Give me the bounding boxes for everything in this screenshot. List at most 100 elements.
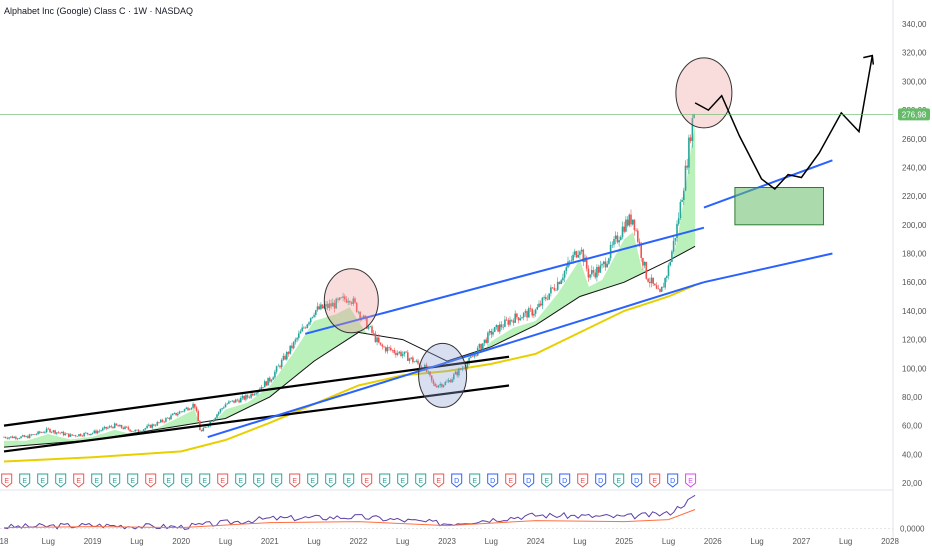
- earnings-marker[interactable]: [559, 473, 571, 488]
- earnings-marker[interactable]: [127, 473, 139, 488]
- earnings-marker[interactable]: [73, 473, 85, 488]
- candle-body: [188, 409, 191, 411]
- earnings-marker[interactable]: [37, 473, 49, 488]
- earnings-marker[interactable]: [379, 473, 391, 488]
- candle-body: [625, 219, 627, 232]
- target-zone[interactable]: [734, 187, 825, 226]
- earnings-marker[interactable]: [541, 473, 553, 488]
- wedge-upper-line[interactable]: [3, 355, 510, 427]
- earnings-marker[interactable]: [415, 473, 427, 488]
- candle-body: [168, 417, 171, 420]
- earnings-marker[interactable]: [1, 473, 13, 488]
- earnings-marker[interactable]: [91, 473, 103, 488]
- x-tick-label: Lug: [130, 537, 143, 546]
- candle-body: [655, 285, 658, 289]
- candle-body: [529, 308, 532, 309]
- candle-body: [434, 383, 436, 387]
- earnings-marker[interactable]: [595, 473, 607, 488]
- earnings-marker[interactable]: [235, 473, 247, 488]
- earnings-marker[interactable]: [163, 473, 175, 488]
- candle-body: [226, 403, 228, 405]
- highlight-circle[interactable]: [675, 57, 733, 129]
- candle-body: [575, 251, 578, 258]
- earnings-marker[interactable]: [433, 473, 445, 488]
- channel-upper-line[interactable]: [304, 226, 705, 335]
- candle-body: [359, 311, 361, 319]
- earnings-marker[interactable]: [505, 473, 517, 488]
- y-tick-label: 340,00: [902, 20, 927, 29]
- x-tick-label: Lug: [485, 537, 498, 546]
- candle-body: [78, 434, 80, 437]
- candle-body: [398, 351, 401, 353]
- candle-body: [669, 262, 671, 266]
- candle-body: [504, 319, 506, 327]
- earnings-marker[interactable]: [217, 473, 229, 488]
- oscillator-signal-line: [3, 509, 696, 529]
- earnings-marker[interactable]: [451, 473, 463, 488]
- candle-body: [236, 399, 239, 401]
- earnings-marker[interactable]: [523, 473, 535, 488]
- earnings-marker[interactable]: [631, 473, 643, 488]
- earnings-marker[interactable]: [577, 473, 589, 488]
- earnings-marker[interactable]: [199, 473, 211, 488]
- earnings-marker[interactable]: [145, 473, 157, 488]
- earnings-marker-label: E: [688, 478, 693, 485]
- candle-body: [468, 357, 470, 363]
- earnings-marker[interactable]: [649, 473, 661, 488]
- y-tick-label: 200,00: [902, 221, 927, 230]
- earnings-marker[interactable]: [361, 473, 373, 488]
- earnings-marker[interactable]: [271, 473, 283, 488]
- projection-lower-line[interactable]: [703, 252, 833, 284]
- candle-body: [282, 355, 285, 361]
- earnings-marker[interactable]: [19, 473, 31, 488]
- earnings-marker[interactable]: [343, 473, 355, 488]
- highlight-circle[interactable]: [323, 268, 379, 334]
- candle-body: [113, 423, 116, 429]
- candle-body: [628, 214, 631, 226]
- candle-body: [591, 270, 593, 275]
- candle-body: [50, 432, 53, 433]
- earnings-marker-label: D: [490, 478, 495, 485]
- candle-body: [449, 380, 452, 383]
- earnings-marker[interactable]: [109, 473, 121, 488]
- earnings-marker[interactable]: [667, 473, 679, 488]
- forecast-path[interactable]: [694, 55, 874, 191]
- candle-body: [381, 344, 384, 347]
- earnings-marker[interactable]: [613, 473, 625, 488]
- candle-body: [626, 219, 629, 226]
- earnings-marker[interactable]: [325, 473, 337, 488]
- candle-body: [20, 436, 22, 439]
- x-tick-label: Lug: [750, 537, 763, 546]
- earnings-marker[interactable]: [289, 473, 301, 488]
- candle-body: [15, 436, 17, 439]
- earnings-marker[interactable]: [397, 473, 409, 488]
- candle-body: [47, 428, 50, 430]
- indicator-tick-label: 0,0000: [900, 525, 925, 534]
- chart-title: Alphabet Inc (Google) Class C · 1W · NAS…: [4, 6, 194, 16]
- candle-body: [379, 342, 382, 345]
- candle-body: [11, 436, 14, 439]
- channel-lower-line[interactable]: [207, 281, 705, 439]
- earnings-marker-label: E: [364, 478, 369, 485]
- candle-body: [524, 311, 527, 313]
- candle-body: [531, 309, 533, 316]
- candle-body: [533, 313, 535, 316]
- candle-body: [654, 283, 656, 286]
- candle-body: [153, 424, 155, 426]
- candle-body: [304, 327, 307, 329]
- candle-body: [408, 358, 411, 361]
- candle-body: [601, 264, 603, 266]
- earnings-marker[interactable]: [55, 473, 67, 488]
- highlight-circle[interactable]: [418, 342, 468, 408]
- earnings-marker[interactable]: [469, 473, 481, 488]
- x-tick-label: Lug: [839, 537, 852, 546]
- earnings-marker[interactable]: [685, 473, 697, 488]
- candle-body: [459, 368, 462, 370]
- earnings-marker[interactable]: [487, 473, 499, 488]
- earnings-marker[interactable]: [253, 473, 265, 488]
- candle-body: [250, 393, 252, 398]
- earnings-marker[interactable]: [181, 473, 193, 488]
- earnings-marker[interactable]: [307, 473, 319, 488]
